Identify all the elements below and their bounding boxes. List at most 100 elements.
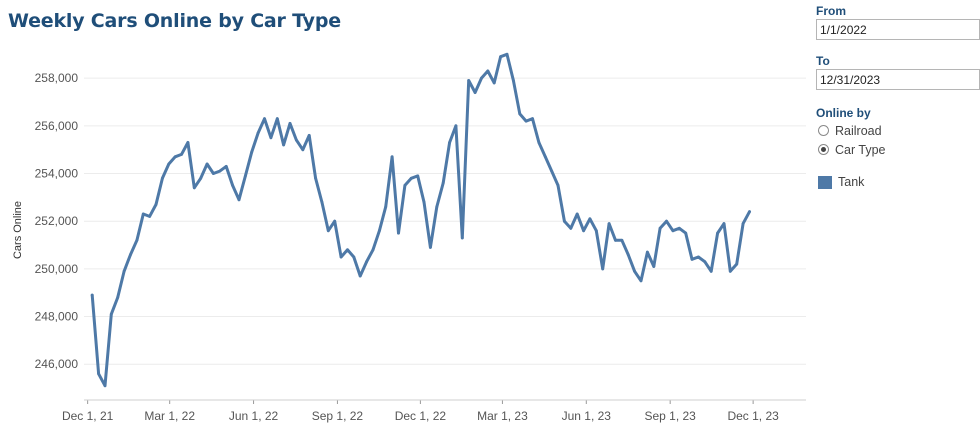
data-point[interactable] <box>537 141 541 144</box>
data-point[interactable] <box>505 52 509 56</box>
data-point[interactable] <box>403 184 407 187</box>
data-point[interactable] <box>250 150 254 154</box>
radio-car-type-icon[interactable] <box>818 144 829 155</box>
data-point[interactable] <box>192 186 196 190</box>
data-point[interactable] <box>90 293 94 297</box>
data-point[interactable] <box>167 162 171 166</box>
data-point[interactable] <box>135 238 139 242</box>
data-point[interactable] <box>690 257 694 261</box>
data-point[interactable] <box>218 169 222 173</box>
data-point[interactable] <box>665 219 668 223</box>
data-point[interactable] <box>307 134 311 137</box>
data-point[interactable] <box>390 155 394 159</box>
data-point[interactable] <box>639 279 643 283</box>
data-point[interactable] <box>556 184 560 187</box>
data-point[interactable] <box>735 262 739 266</box>
data-point[interactable] <box>358 274 362 278</box>
data-point[interactable] <box>697 255 700 259</box>
data-point[interactable] <box>263 117 266 121</box>
data-point[interactable] <box>569 226 573 230</box>
data-point[interactable] <box>371 248 375 252</box>
data-point[interactable] <box>467 79 471 82</box>
to-date-input[interactable] <box>816 69 980 90</box>
data-point[interactable] <box>652 265 656 268</box>
data-point[interactable] <box>231 184 235 187</box>
data-point[interactable] <box>256 131 260 135</box>
data-point[interactable] <box>633 269 636 273</box>
data-point[interactable] <box>275 117 279 121</box>
data-point[interactable] <box>205 162 209 166</box>
data-point[interactable] <box>454 124 458 128</box>
data-point[interactable] <box>614 238 617 242</box>
data-point[interactable] <box>288 122 292 125</box>
data-point[interactable] <box>460 236 464 240</box>
data-point[interactable] <box>716 231 719 235</box>
data-point[interactable] <box>141 212 145 216</box>
radio-railroad-icon[interactable] <box>818 125 829 136</box>
data-point[interactable] <box>186 141 190 144</box>
data-point[interactable] <box>473 91 477 94</box>
data-point[interactable] <box>486 69 490 73</box>
data-point[interactable] <box>728 269 732 273</box>
data-point[interactable] <box>703 260 707 264</box>
data-point[interactable] <box>295 138 298 142</box>
data-point[interactable] <box>352 255 356 259</box>
data-point[interactable] <box>333 219 337 223</box>
data-point[interactable] <box>269 136 273 140</box>
data-point[interactable] <box>346 248 349 252</box>
data-point[interactable] <box>601 267 605 271</box>
data-point[interactable] <box>180 153 183 156</box>
data-point[interactable] <box>103 384 107 388</box>
data-point[interactable] <box>677 226 681 230</box>
data-point[interactable] <box>237 198 241 202</box>
data-point[interactable] <box>378 229 381 233</box>
data-point[interactable] <box>122 269 126 273</box>
data-point[interactable] <box>365 260 368 264</box>
radio-option-car-type[interactable]: Car Type <box>816 140 978 159</box>
data-point[interactable] <box>512 79 515 82</box>
data-point[interactable] <box>448 141 451 144</box>
data-point[interactable] <box>722 222 726 226</box>
data-point[interactable] <box>709 269 713 273</box>
data-point[interactable] <box>563 219 566 223</box>
data-point[interactable] <box>518 112 522 116</box>
data-point[interactable] <box>326 229 330 233</box>
series-line-tank[interactable] <box>90 52 751 388</box>
data-point[interactable] <box>154 203 158 206</box>
legend-item-tank[interactable]: Tank <box>816 175 978 189</box>
data-point[interactable] <box>492 81 496 85</box>
data-point[interactable] <box>441 181 445 185</box>
from-date-input[interactable] <box>816 19 980 40</box>
data-point[interactable] <box>314 176 317 180</box>
data-point[interactable] <box>244 174 247 178</box>
data-point[interactable] <box>384 205 388 209</box>
data-point[interactable] <box>301 148 305 152</box>
data-point[interactable] <box>116 296 120 299</box>
data-point[interactable] <box>97 372 100 376</box>
data-point[interactable] <box>582 229 585 233</box>
data-point[interactable] <box>199 176 203 180</box>
data-point[interactable] <box>422 200 426 204</box>
data-point[interactable] <box>148 215 152 218</box>
data-point[interactable] <box>588 217 592 221</box>
data-point[interactable] <box>524 119 528 123</box>
data-point[interactable] <box>543 155 547 159</box>
data-point[interactable] <box>173 155 177 159</box>
data-point[interactable] <box>212 172 215 175</box>
data-point[interactable] <box>575 212 579 216</box>
data-point[interactable] <box>646 250 649 254</box>
data-point[interactable] <box>109 312 113 316</box>
data-point[interactable] <box>224 165 228 168</box>
data-point[interactable] <box>129 253 132 256</box>
data-point[interactable] <box>499 55 502 59</box>
data-point[interactable] <box>626 253 630 256</box>
data-point[interactable] <box>620 238 624 242</box>
data-point[interactable] <box>684 231 688 235</box>
data-point[interactable] <box>282 143 285 147</box>
data-point[interactable] <box>397 231 400 235</box>
data-point[interactable] <box>671 229 675 233</box>
data-point[interactable] <box>435 205 439 209</box>
data-point[interactable] <box>748 210 751 214</box>
data-point[interactable] <box>741 222 745 226</box>
data-point[interactable] <box>416 174 420 178</box>
